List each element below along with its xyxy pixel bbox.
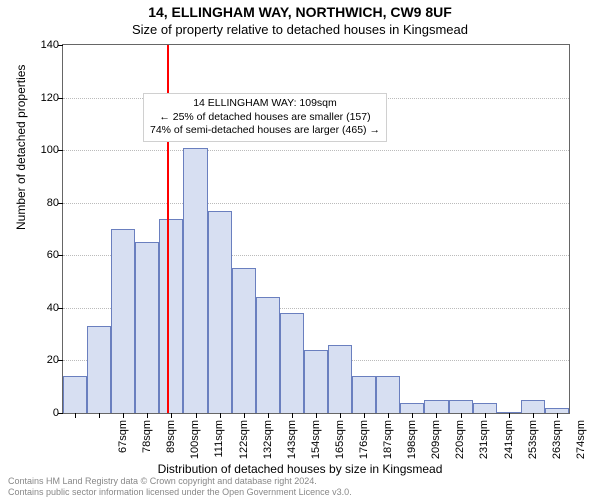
bar [135, 242, 159, 413]
x-tick-label: 263sqm [551, 420, 563, 464]
chart-root: 14, ELLINGHAM WAY, NORTHWICH, CW9 8UF Si… [0, 0, 600, 500]
x-tick [220, 413, 221, 418]
plot-area: 02040608010012014067sqm78sqm89sqm100sqm1… [62, 44, 570, 414]
y-tick-label: 0 [29, 407, 59, 419]
x-tick [196, 413, 197, 418]
x-tick [171, 413, 172, 418]
x-tick [316, 413, 317, 418]
gridline [63, 150, 569, 151]
x-tick [485, 413, 486, 418]
x-axis-title: Distribution of detached houses by size … [0, 462, 600, 476]
bar [256, 297, 280, 413]
gridline [63, 203, 569, 204]
x-tick-label: 187sqm [382, 420, 394, 464]
annotation-line1: 14 ELLINGHAM WAY: 109sqm [150, 97, 380, 111]
y-tick-label: 120 [29, 92, 59, 104]
annotation-line3: 74% of semi-detached houses are larger (… [150, 124, 380, 138]
bar [87, 326, 111, 413]
x-tick [533, 413, 534, 418]
footer-attribution: Contains HM Land Registry data © Crown c… [8, 476, 352, 498]
bar [352, 376, 376, 413]
x-tick [123, 413, 124, 418]
y-tick-label: 140 [29, 39, 59, 51]
x-tick-label: 274sqm [575, 420, 587, 464]
x-tick-label: 78sqm [141, 420, 153, 464]
x-tick [292, 413, 293, 418]
bar [376, 376, 400, 413]
x-tick-label: 176sqm [358, 420, 370, 464]
y-tick-label: 20 [29, 354, 59, 366]
x-tick [388, 413, 389, 418]
y-tick-label: 80 [29, 197, 59, 209]
x-tick-label: 67sqm [117, 420, 129, 464]
footer-line1: Contains HM Land Registry data © Crown c… [8, 476, 352, 487]
x-tick-label: 111sqm [213, 420, 225, 464]
y-tick-label: 60 [29, 249, 59, 261]
x-tick [509, 413, 510, 418]
y-tick-label: 100 [29, 144, 59, 156]
annotation-line2: ← 25% of detached houses are smaller (15… [150, 111, 380, 125]
page-subtitle: Size of property relative to detached ho… [0, 22, 600, 37]
x-tick-label: 253sqm [527, 420, 539, 464]
x-tick-label: 89sqm [165, 420, 177, 464]
bar [521, 400, 545, 413]
x-tick-label: 100sqm [189, 420, 201, 464]
x-tick-label: 241sqm [503, 420, 515, 464]
x-tick [244, 413, 245, 418]
x-tick [461, 413, 462, 418]
x-tick-label: 198sqm [406, 420, 418, 464]
x-tick [557, 413, 558, 418]
x-tick-label: 132sqm [262, 420, 274, 464]
bar [473, 403, 497, 414]
bar [304, 350, 328, 413]
x-tick [268, 413, 269, 418]
x-tick [412, 413, 413, 418]
annotation-box: 14 ELLINGHAM WAY: 109sqm ← 25% of detach… [143, 93, 387, 142]
x-tick [75, 413, 76, 418]
x-tick [147, 413, 148, 418]
bar [208, 211, 232, 413]
bar [400, 403, 424, 414]
x-tick-label: 220sqm [454, 420, 466, 464]
bar [232, 268, 256, 413]
x-tick-label: 143sqm [286, 420, 298, 464]
x-tick-label: 209sqm [430, 420, 442, 464]
bar [159, 219, 183, 414]
bar [424, 400, 448, 413]
x-tick [340, 413, 341, 418]
bar [183, 148, 207, 413]
x-tick [99, 413, 100, 418]
bar [328, 345, 352, 413]
y-tick-label: 40 [29, 302, 59, 314]
page-title: 14, ELLINGHAM WAY, NORTHWICH, CW9 8UF [0, 4, 600, 20]
y-axis-title: Number of detached properties [14, 65, 28, 230]
x-tick-label: 122sqm [238, 420, 250, 464]
bar [63, 376, 87, 413]
bar [111, 229, 135, 413]
x-tick [364, 413, 365, 418]
x-tick [436, 413, 437, 418]
bar [280, 313, 304, 413]
footer-line2: Contains public sector information licen… [8, 487, 352, 498]
bar [449, 400, 473, 413]
x-tick-label: 154sqm [310, 420, 322, 464]
x-tick-label: 165sqm [334, 420, 346, 464]
x-tick-label: 231sqm [478, 420, 490, 464]
